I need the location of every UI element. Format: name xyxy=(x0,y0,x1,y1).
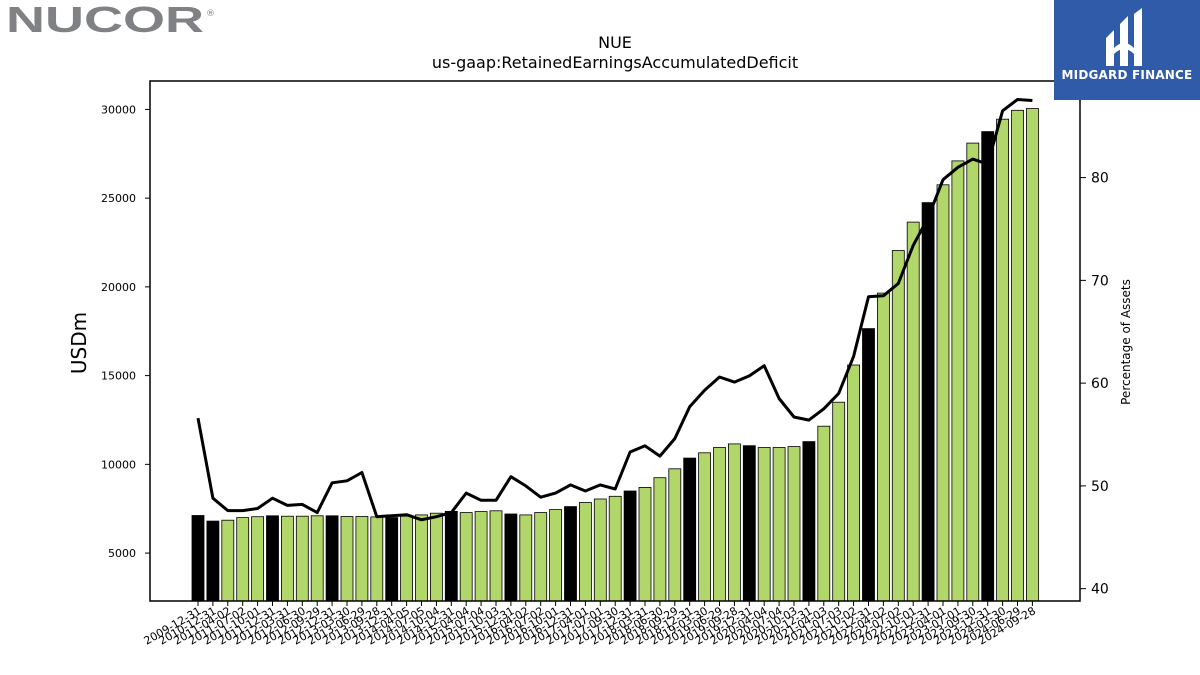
midgard-finance-logo: MIDGARD FINANCE xyxy=(1054,0,1200,100)
bar xyxy=(280,515,294,602)
y2-tick-label: 40 xyxy=(1091,582,1109,598)
y-tick-label: 30000 xyxy=(101,103,136,116)
bar xyxy=(683,457,697,602)
y2-tick-label: 50 xyxy=(1091,479,1109,495)
bar xyxy=(429,512,443,602)
bar xyxy=(206,520,220,602)
bar xyxy=(981,131,995,602)
midgard-logo-text: MIDGARD FINANCE xyxy=(1061,68,1193,82)
bar xyxy=(295,515,309,602)
bar xyxy=(593,498,607,602)
bar-series xyxy=(191,108,1039,602)
bar xyxy=(415,514,428,602)
y-axis-ticks: 5000 10000 15000 20000 25000 30000 xyxy=(101,103,150,560)
bar xyxy=(802,441,816,602)
bar xyxy=(608,495,622,602)
bar xyxy=(877,292,890,602)
y2-axis-label: Percentage of Assets xyxy=(1119,279,1133,405)
bar xyxy=(951,160,965,602)
bar xyxy=(325,515,339,602)
bar xyxy=(847,364,860,602)
bar xyxy=(936,184,950,602)
bar xyxy=(385,517,399,602)
bar xyxy=(549,509,562,602)
bar xyxy=(891,250,905,602)
bar xyxy=(579,502,592,602)
chart-title: NUE xyxy=(598,33,632,52)
plot-frame xyxy=(149,80,1081,602)
bar xyxy=(996,118,1009,602)
y-axis-label: USDm xyxy=(67,312,91,374)
bar xyxy=(191,515,205,602)
y-tick-label: 25000 xyxy=(101,192,136,205)
bar xyxy=(668,468,682,602)
bar xyxy=(742,445,756,602)
bar xyxy=(638,486,652,602)
bar xyxy=(355,516,369,602)
registered-mark: ® xyxy=(206,9,215,19)
nucor-logo: NUCOR ® xyxy=(6,0,216,42)
bar xyxy=(251,516,265,602)
x-axis-ticks: 2009-12-312010-12-312011-04-022011-07-02… xyxy=(142,601,1038,648)
bar xyxy=(370,516,384,602)
bar xyxy=(564,506,577,602)
y2-tick-label: 80 xyxy=(1091,171,1109,187)
bar xyxy=(504,513,518,602)
y2-tick-label: 60 xyxy=(1091,376,1109,392)
bar xyxy=(772,447,786,602)
midgard-mark-icon xyxy=(1106,8,1142,66)
y2-tick-label: 70 xyxy=(1091,273,1109,289)
bar xyxy=(534,512,548,602)
chart-subtitle: us-gaap:RetainedEarningsAccumulatedDefic… xyxy=(432,53,798,72)
bar xyxy=(906,221,920,602)
bar xyxy=(713,447,726,602)
bar xyxy=(787,446,801,602)
bar xyxy=(966,142,980,602)
percentage-line xyxy=(196,98,1033,522)
bar xyxy=(921,202,935,602)
y-tick-label: 10000 xyxy=(101,458,136,471)
bar xyxy=(817,425,831,602)
bar xyxy=(698,452,711,602)
bar xyxy=(1026,108,1039,602)
bar xyxy=(400,515,414,602)
y2-axis-ticks: 40 50 60 70 80 xyxy=(1080,171,1109,598)
bar xyxy=(728,443,741,602)
bar xyxy=(757,447,771,602)
bar xyxy=(519,514,533,602)
bar xyxy=(444,510,458,602)
bar xyxy=(474,511,488,602)
bar xyxy=(221,519,235,602)
y-tick-label: 5000 xyxy=(108,547,136,560)
bar xyxy=(862,328,875,602)
bar xyxy=(1011,109,1024,602)
bar xyxy=(236,517,250,602)
y-tick-label: 15000 xyxy=(101,370,136,383)
y-tick-label: 20000 xyxy=(101,281,136,294)
bar xyxy=(266,515,279,602)
nucor-logo-text: NUCOR xyxy=(6,2,204,38)
bar xyxy=(459,512,473,602)
bar xyxy=(340,516,354,602)
bar xyxy=(310,515,324,602)
bar xyxy=(832,401,846,602)
bar xyxy=(489,510,503,602)
bar xyxy=(623,490,637,602)
bar xyxy=(653,477,667,602)
